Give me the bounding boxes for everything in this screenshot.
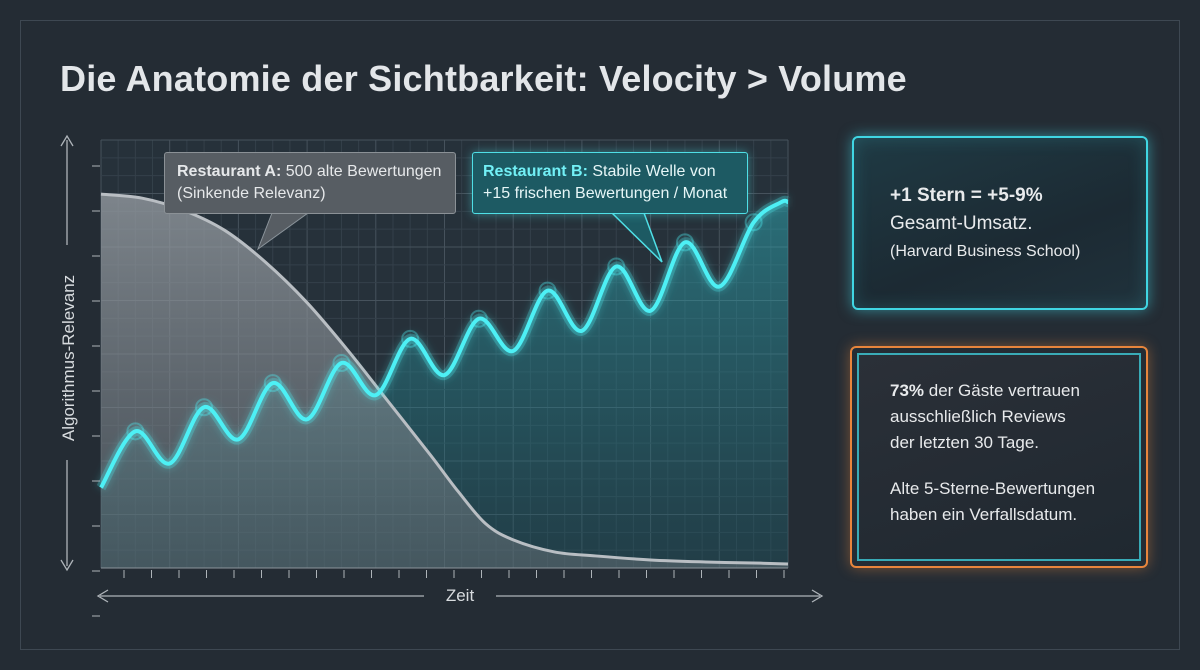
x-axis-arrow-right	[811, 589, 824, 603]
restaurant-b-peak	[675, 233, 694, 252]
trust-stat-line2: ausschließlich Reviews	[890, 407, 1066, 426]
chart-areas	[96, 192, 791, 568]
restaurant-a-line	[100, 192, 789, 566]
restaurant-b-peak	[607, 257, 626, 276]
restaurant-b-subtext: +15 frischen Bewertungen / Monat	[483, 185, 728, 202]
revenue-stat-card: +1 Stern = +5-9% Gesamt-Umsatz. (Harvard…	[852, 136, 1148, 310]
x-axis-label: Zeit	[446, 586, 475, 605]
y-axis-arrow-down	[60, 559, 74, 572]
revenue-stat-headline: +1 Stern = +5-9%	[890, 185, 1043, 206]
restaurant-b-peak	[195, 398, 214, 417]
restaurant-a-text: 500 alte Bewertungen	[281, 163, 442, 180]
restaurant-a-subtext: (Sinkende Relevanz)	[177, 185, 326, 202]
restaurant-b-peak	[126, 422, 145, 441]
restaurant-b-line	[99, 198, 789, 489]
trust-stat-line4: Alte 5-Sterne-Bewertungen	[890, 479, 1096, 498]
restaurant-a-name: Restaurant A:	[177, 163, 282, 180]
trust-stat-line5: haben ein Verfallsdatum.	[890, 505, 1078, 524]
restaurant-b-peak	[538, 281, 557, 300]
restaurant-b-text: Stabile Welle von	[587, 163, 716, 180]
y-axis-arrow-up	[60, 134, 74, 147]
restaurant-b-peak	[744, 213, 763, 232]
restaurant-b-peak	[332, 353, 351, 372]
trust-stat-card: 73% der Gäste vertrauen ausschließlich R…	[850, 346, 1148, 568]
trust-stat-line1: der Gäste vertrauen	[924, 381, 1080, 400]
restaurant-b-callout: Restaurant B: Stabile Welle von +15 fris…	[472, 152, 748, 214]
y-axis-label: Algorithmus-Relevanz	[59, 275, 78, 441]
x-axis-arrow-left	[96, 589, 109, 603]
trust-stat-line3: der letzten 30 Tage.	[890, 433, 1040, 452]
revenue-stat-source: (Harvard Business School)	[890, 243, 1081, 260]
restaurant-b-peak	[469, 309, 488, 328]
restaurant-b-name: Restaurant B:	[483, 163, 588, 180]
chart-axes	[60, 134, 824, 617]
revenue-stat-subline: Gesamt-Umsatz.	[890, 213, 1033, 234]
trust-stat-percent: 73%	[890, 381, 925, 400]
restaurant-b-peak	[263, 374, 282, 393]
restaurant-a-callout: Restaurant A: 500 alte Bewertungen (Sink…	[164, 152, 456, 214]
restaurant-a-area	[101, 194, 788, 568]
restaurant-b-peak	[401, 329, 420, 348]
page-title: Die Anatomie der Sichtbarkeit: Velocity …	[60, 58, 907, 99]
